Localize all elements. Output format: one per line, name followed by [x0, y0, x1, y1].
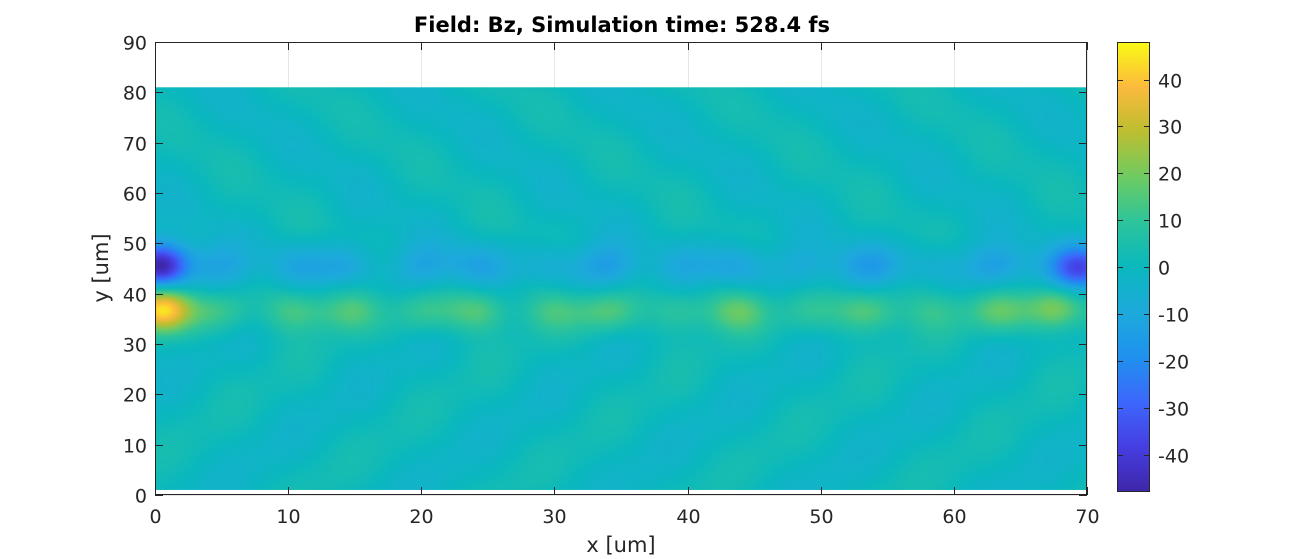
- heatmap-image: [155, 87, 1087, 490]
- y-tick-label: 40: [123, 285, 147, 307]
- colorbar-tick-label: 20: [1158, 164, 1182, 186]
- colorbar-tick-label: -20: [1158, 352, 1189, 374]
- colorbar-tick-label: -10: [1158, 305, 1189, 327]
- chart-title: Field: Bz, Simulation time: 528.4 fs: [414, 13, 830, 37]
- y-tick-label: 30: [123, 335, 147, 357]
- x-ticks: 0 10 20 30 40 50 60 70: [149, 42, 1100, 528]
- colorbar-tick-label: 10: [1158, 211, 1182, 233]
- y-ticks: 0 10 20 30 40 50 60 70 80 90: [123, 33, 1087, 508]
- x-tick-label: 60: [942, 506, 966, 528]
- y-tick-label: 10: [123, 436, 147, 458]
- colorbar-tick-label: -40: [1158, 446, 1189, 468]
- x-tick-label: 0: [149, 506, 161, 528]
- plot-area: 0 10 20 30 40 50 60 70 0 10 20 30 40 50 60 70 80 90: [123, 33, 1100, 529]
- colorbar-tick-label: 30: [1158, 117, 1182, 139]
- x-tick-label: 10: [276, 506, 300, 528]
- colorbar-tick-label: 0: [1158, 258, 1170, 280]
- y-tick-label: 90: [123, 33, 147, 55]
- x-tick-label: 20: [409, 506, 433, 528]
- x-tick-label: 30: [542, 506, 566, 528]
- colorbar-ticks: -40 -30 -20 -10 0 10 20 30 40: [1117, 71, 1189, 468]
- x-axis-label: x [um]: [586, 533, 655, 557]
- y-tick-label: 80: [123, 83, 147, 105]
- y-tick-label: 50: [123, 234, 147, 256]
- colorbar-tick-label: 40: [1158, 71, 1182, 93]
- colorbar-tick-label: -30: [1158, 399, 1189, 421]
- colorbar: -40 -30 -20 -10 0 10 20 30 40: [1117, 42, 1189, 492]
- y-tick-label: 0: [135, 486, 147, 508]
- axes-frame: [155, 42, 1087, 495]
- y-tick-label: 20: [123, 385, 147, 407]
- y-tick-label: 70: [123, 134, 147, 156]
- y-tick-label: 60: [123, 184, 147, 206]
- x-tick-label: 50: [809, 506, 833, 528]
- y-axis-label: y [um]: [89, 233, 113, 302]
- x-tick-label: 40: [676, 506, 700, 528]
- x-tick-label: 70: [1075, 506, 1099, 528]
